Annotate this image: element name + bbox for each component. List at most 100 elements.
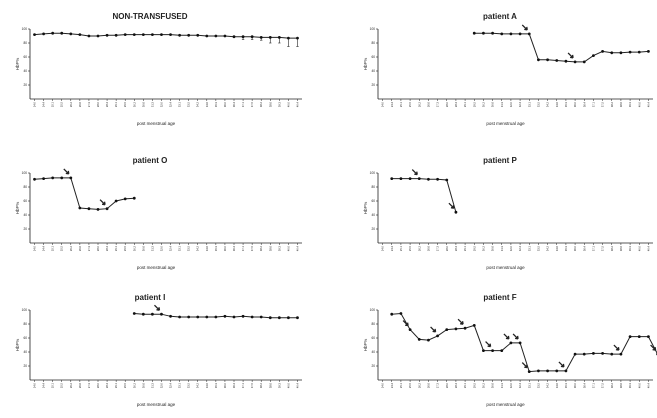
data-point: [223, 34, 227, 38]
x-tick-label: 29.1: [463, 101, 467, 107]
arrow-icon: [485, 341, 492, 348]
x-tick-label: 35.3: [564, 101, 568, 107]
y-tick-label: 60: [371, 336, 375, 340]
x-tick-label: 24.4: [42, 101, 46, 107]
x-tick-label: 24.4: [390, 101, 394, 107]
data-point: [527, 370, 531, 373]
chart-panel-0: NON-TRANSFUSED 20 40 60 80 100 HbF% 24.0 24.4 25.…: [15, 12, 302, 126]
arrow-icon: [63, 168, 70, 175]
panel-title: patient I: [135, 293, 166, 302]
y-tick-label: 100: [370, 308, 376, 312]
x-tick-label: 27.3: [436, 245, 440, 251]
data-point: [141, 312, 145, 316]
x-tick-label: 25.1: [51, 382, 55, 388]
x-tick-label: 27.3: [87, 101, 91, 107]
x-tick-label: 39.3: [628, 101, 632, 107]
x-tick-label: 26.2: [417, 382, 421, 388]
data-point: [96, 208, 100, 211]
chart-panel-5: patient F 20 40 60 80 100 HbF% 24.0 24.4 25.1 25.5…: [363, 293, 657, 407]
x-tick-label: 30.6: [141, 382, 145, 388]
data-point: [78, 206, 82, 210]
y-tick-label: 80: [371, 41, 375, 45]
x-tick-label: 38.6: [619, 382, 623, 388]
x-tick-label: 28.0: [445, 382, 449, 388]
x-tick-label: 29.5: [123, 101, 127, 107]
x-tick-label: 38.6: [268, 382, 272, 388]
data-point: [241, 314, 245, 318]
x-tick-label: 36.4: [582, 382, 586, 388]
x-tick-label: 26.2: [417, 245, 421, 251]
x-tick-label: 37.5: [601, 245, 605, 251]
x-tick-label: 38.6: [268, 245, 272, 251]
data-point: [573, 352, 577, 356]
data-point: [564, 59, 568, 63]
x-tick-label: 37.1: [591, 101, 595, 107]
data-point: [500, 32, 504, 36]
y-tick-label: 40: [23, 213, 27, 217]
x-tick-label: 36.4: [232, 101, 236, 107]
data-point: [592, 54, 595, 57]
series-line: [391, 178, 457, 213]
data-point: [546, 58, 549, 62]
data-point: [601, 50, 604, 53]
x-tick-label: 37.1: [591, 245, 595, 251]
x-tick-label: 25.5: [408, 245, 412, 251]
arrow-icon: [99, 199, 106, 206]
x-tick-label: 32.0: [159, 245, 163, 251]
x-tick-label: 30.2: [481, 245, 485, 251]
x-tick-label: 32.4: [169, 101, 173, 107]
x-tick-label: 26.2: [69, 101, 73, 107]
x-tick-label: 25.1: [399, 245, 403, 251]
x-tick-label: 40.4: [646, 245, 650, 251]
data-point: [546, 369, 549, 373]
data-point: [214, 315, 218, 319]
data-point: [151, 312, 154, 316]
data-point: [610, 352, 614, 356]
x-tick-label: 33.1: [178, 382, 182, 388]
x-tick-label: 30.6: [141, 101, 145, 107]
data-point: [445, 328, 449, 331]
x-tick-label: 37.1: [241, 245, 245, 251]
x-tick-label: 40.0: [286, 245, 290, 251]
x-tick-label: 35.3: [214, 245, 218, 251]
y-tick-label: 60: [23, 199, 27, 203]
data-point: [169, 314, 172, 318]
data-point: [427, 177, 430, 181]
x-tick-label: 37.5: [250, 101, 254, 107]
x-axis-title: post menstrual age: [137, 402, 176, 407]
data-point: [96, 34, 100, 38]
x-tick-label: 24.4: [390, 245, 394, 251]
series-line: [391, 312, 657, 373]
data-point: [287, 36, 290, 40]
x-tick-label: 34.6: [555, 101, 559, 107]
x-tick-label: 28.0: [96, 101, 100, 107]
x-tick-label: 26.6: [78, 382, 82, 388]
data-point: [250, 35, 254, 39]
x-tick-label: 36.0: [573, 382, 577, 388]
x-tick-label: 33.1: [178, 101, 182, 107]
x-tick-label: 38.2: [259, 101, 263, 107]
x-tick-label: 25.1: [51, 245, 55, 251]
y-tick-label: 60: [371, 55, 375, 59]
x-tick-label: 28.4: [105, 101, 109, 107]
y-tick-label: 20: [23, 227, 27, 231]
x-tick-label: 27.3: [87, 382, 91, 388]
x-tick-label: 34.2: [546, 245, 550, 251]
data-point: [417, 338, 421, 341]
y-tick-label: 60: [371, 199, 375, 203]
data-point: [296, 316, 299, 320]
data-point: [399, 312, 403, 315]
x-tick-label: 40.4: [295, 382, 299, 388]
arrow-icon: [503, 333, 510, 340]
data-point: [223, 314, 227, 318]
x-tick-label: 34.2: [196, 245, 200, 251]
x-tick-label: 27.3: [436, 382, 440, 388]
data-point: [33, 177, 36, 181]
data-point: [51, 176, 55, 180]
arrow-icon: [650, 344, 657, 351]
x-tick-label: 24.4: [390, 382, 394, 388]
x-tick-label: 30.2: [132, 101, 136, 107]
data-point: [610, 51, 614, 55]
data-point: [454, 327, 458, 331]
